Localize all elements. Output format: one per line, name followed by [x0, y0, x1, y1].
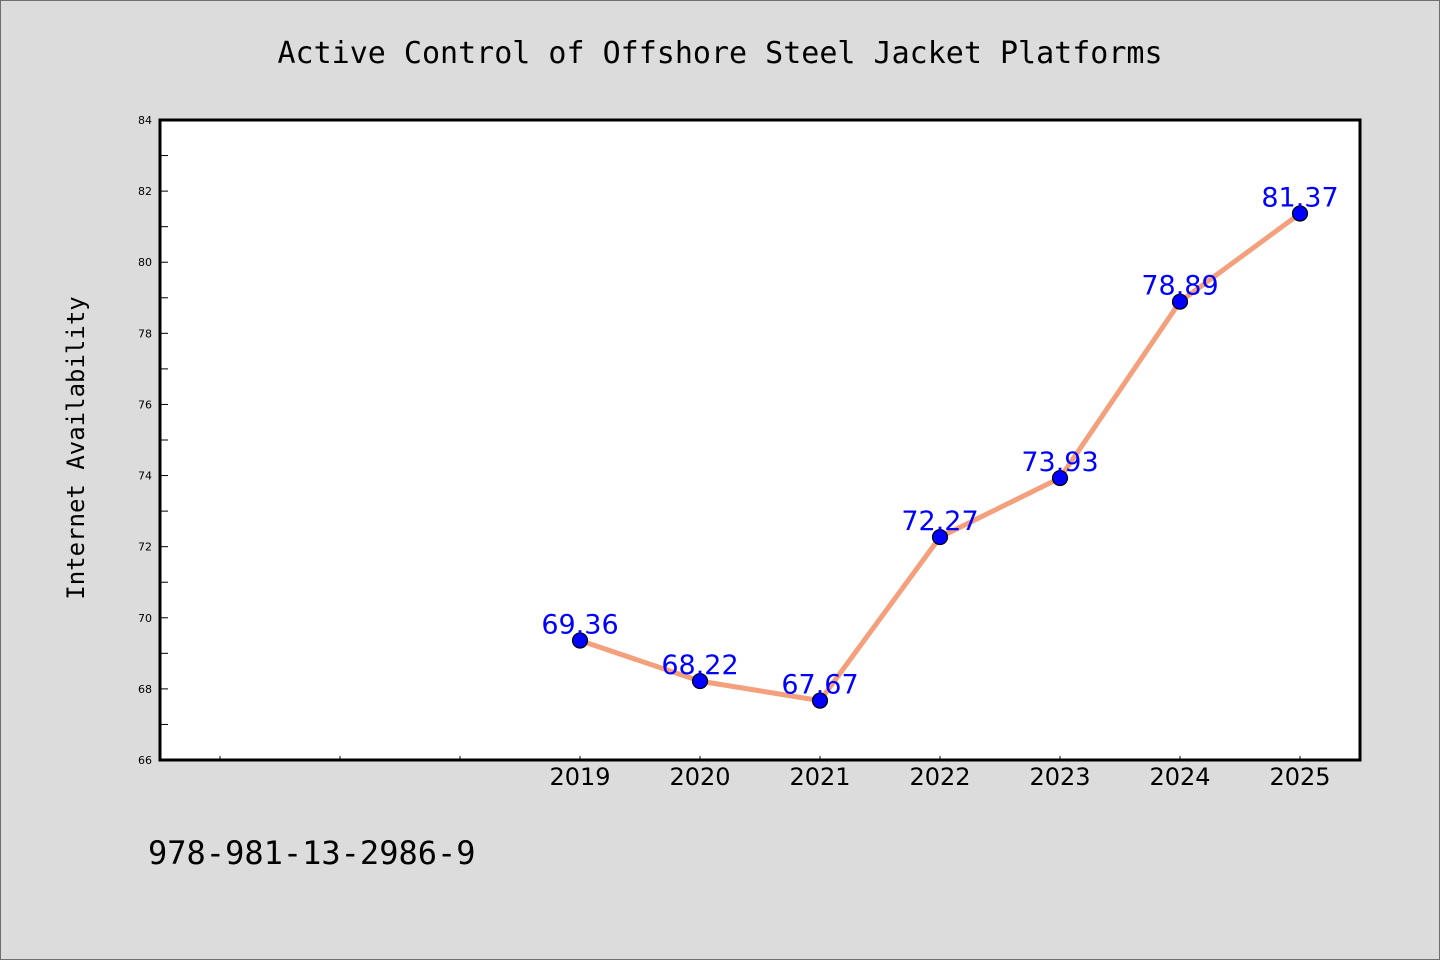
- data-label: 68.22: [661, 650, 738, 681]
- data-point-marker: [811, 692, 829, 709]
- y-tick-label: 74: [138, 470, 152, 483]
- data-point-marker: [1291, 205, 1309, 222]
- data-label: 81.37: [1261, 183, 1338, 214]
- data-label: 67.67: [781, 670, 858, 701]
- y-tick-label: 76: [138, 398, 152, 411]
- data-point-marker: [691, 672, 709, 690]
- data-label: 78.89: [1141, 271, 1218, 302]
- data-label: 73.93: [1021, 447, 1098, 478]
- x-tick-label: 2023: [1029, 763, 1090, 791]
- data-labels: 69.36 68.22 67.67 72.27 73.93 78.89 81.37: [541, 183, 1338, 701]
- x-tick-label: 2020: [669, 763, 730, 791]
- series-markers: [571, 205, 1309, 709]
- isbn-label: 978-981-13-2986-9: [148, 834, 476, 872]
- y-tick-label: 82: [138, 185, 152, 198]
- data-label: 69.36: [541, 610, 618, 641]
- x-tick-label: 2024: [1149, 763, 1210, 791]
- data-label: 72.27: [901, 506, 978, 537]
- x-tick-label: 2025: [1269, 763, 1330, 791]
- y-tick-label: 78: [138, 327, 152, 340]
- y-axis-label: Internet Availability: [62, 296, 90, 599]
- x-tick-label: 2021: [789, 763, 850, 791]
- data-point-marker: [931, 528, 949, 546]
- chart-title: Active Control of Offshore Steel Jacket …: [277, 36, 1162, 71]
- y-tick-label: 84: [138, 114, 152, 127]
- data-point-marker: [1051, 469, 1069, 487]
- y-tick-label: 80: [138, 256, 152, 269]
- data-point-marker: [1171, 293, 1189, 310]
- y-tick-label: 70: [138, 612, 152, 625]
- x-axis-ticks: 2019 2020 2021 2022 2023 2024 2025: [219, 756, 1331, 791]
- y-tick-label: 72: [138, 541, 152, 554]
- y-tick-label: 68: [138, 683, 152, 696]
- x-tick-label: 2022: [909, 763, 970, 791]
- y-axis-ticks: 66 68 70 72 74 76 78 80 82 84: [138, 114, 168, 767]
- plot-area: [158, 118, 1362, 762]
- y-tick-label: 66: [138, 754, 152, 767]
- x-tick-label: 2019: [549, 763, 610, 791]
- data-point-marker: [571, 632, 589, 649]
